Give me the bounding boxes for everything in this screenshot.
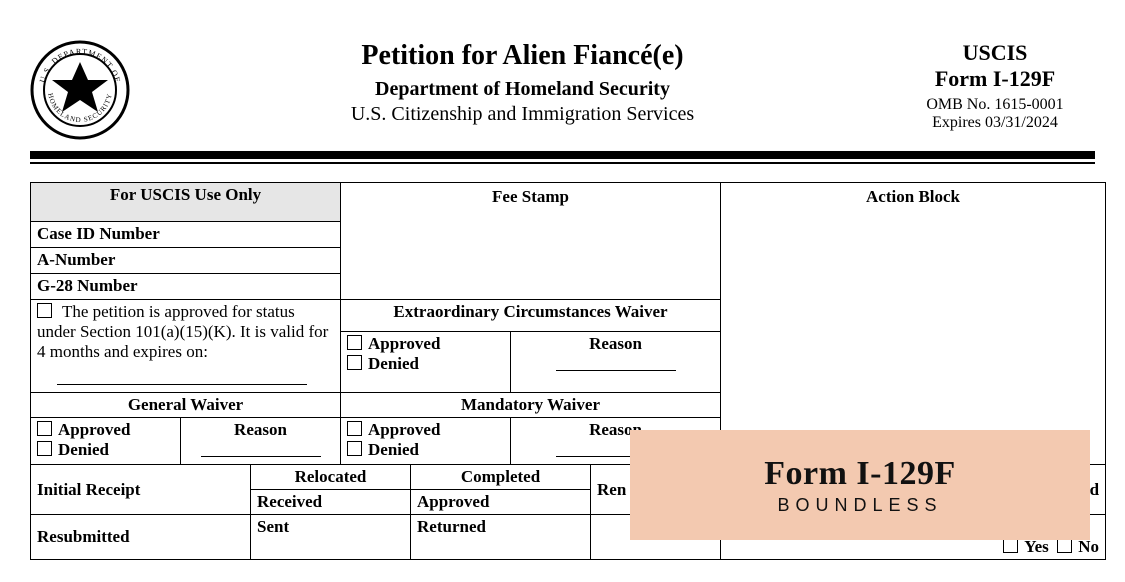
omb-number: OMB No. 1615-0001 — [895, 96, 1095, 114]
agency-name: U.S. Citizenship and Immigration Service… — [150, 103, 895, 126]
extraordinary-status: Approved Denied — [341, 332, 511, 393]
a-number-label: A-Number — [31, 248, 341, 274]
overlay-brand: BOUNDLESS — [777, 495, 942, 516]
title-block: Petition for Alien Fiancé(e) Department … — [150, 40, 895, 126]
imbra-no-checkbox[interactable] — [1057, 538, 1072, 553]
form-number: Form I-129F — [895, 66, 1095, 92]
mandatory-waiver-title: Mandatory Waiver — [341, 393, 721, 418]
extraordinary-reason: Reason — [511, 332, 721, 393]
extra-denied-checkbox[interactable] — [347, 355, 362, 370]
extraordinary-title: Extraordinary Circumstances Waiver — [341, 300, 721, 332]
overlay-title: Form I-129F — [764, 455, 956, 493]
petition-checkbox[interactable] — [37, 303, 52, 318]
completed-label: Completed — [411, 465, 591, 490]
general-status: Approved Denied — [31, 418, 181, 465]
petition-approval-cell: The petition is approved for status unde… — [31, 300, 341, 393]
general-reason: Reason — [181, 418, 341, 465]
dhs-seal-icon: U.S. DEPARTMENT OF HOMELAND SECURITY — [30, 40, 130, 140]
uscis-only-header: For USCIS Use Only — [31, 183, 341, 222]
form-header: U.S. DEPARTMENT OF HOMELAND SECURITY Pet… — [30, 40, 1095, 145]
fee-stamp-cell: Fee Stamp — [341, 183, 721, 300]
extra-approved-checkbox[interactable] — [347, 335, 362, 350]
department-name: Department of Homeland Security — [150, 78, 895, 101]
relocated-label: Relocated — [251, 465, 411, 490]
approved-label: Approved — [411, 490, 591, 515]
uscis-label: USCIS — [895, 40, 1095, 66]
general-approved-checkbox[interactable] — [37, 421, 52, 436]
expires-date: Expires 03/31/2024 — [895, 114, 1095, 132]
action-block-cell: Action Block — [721, 183, 1106, 465]
top-header-row: For USCIS Use Only Fee Stamp Action Bloc… — [31, 183, 1106, 222]
form-title: Petition for Alien Fiancé(e) — [150, 40, 895, 72]
general-waiver-title: General Waiver — [31, 393, 341, 418]
seal-container: U.S. DEPARTMENT OF HOMELAND SECURITY — [30, 40, 150, 145]
boundless-overlay: Form I-129F BOUNDLESS — [630, 430, 1090, 540]
g28-label: G-28 Number — [31, 274, 341, 300]
page: U.S. DEPARTMENT OF HOMELAND SECURITY Pet… — [0, 0, 1125, 582]
petition-text: The petition is approved for status unde… — [37, 302, 328, 361]
imbra-yes-checkbox[interactable] — [1003, 538, 1018, 553]
form-meta: USCIS Form I-129F OMB No. 1615-0001 Expi… — [895, 40, 1095, 132]
mandatory-denied-checkbox[interactable] — [347, 441, 362, 456]
sent-label: Sent — [251, 515, 411, 560]
general-denied-checkbox[interactable] — [37, 441, 52, 456]
mandatory-approved-checkbox[interactable] — [347, 421, 362, 436]
received-label: Received — [251, 490, 411, 515]
initial-receipt-label: Initial Receipt — [31, 465, 251, 515]
mandatory-status: Approved Denied — [341, 418, 511, 465]
resubmitted-label: Resubmitted — [31, 515, 251, 560]
returned-label: Returned — [411, 515, 591, 560]
case-id-label: Case ID Number — [31, 222, 341, 248]
header-rule-thick — [30, 151, 1095, 159]
